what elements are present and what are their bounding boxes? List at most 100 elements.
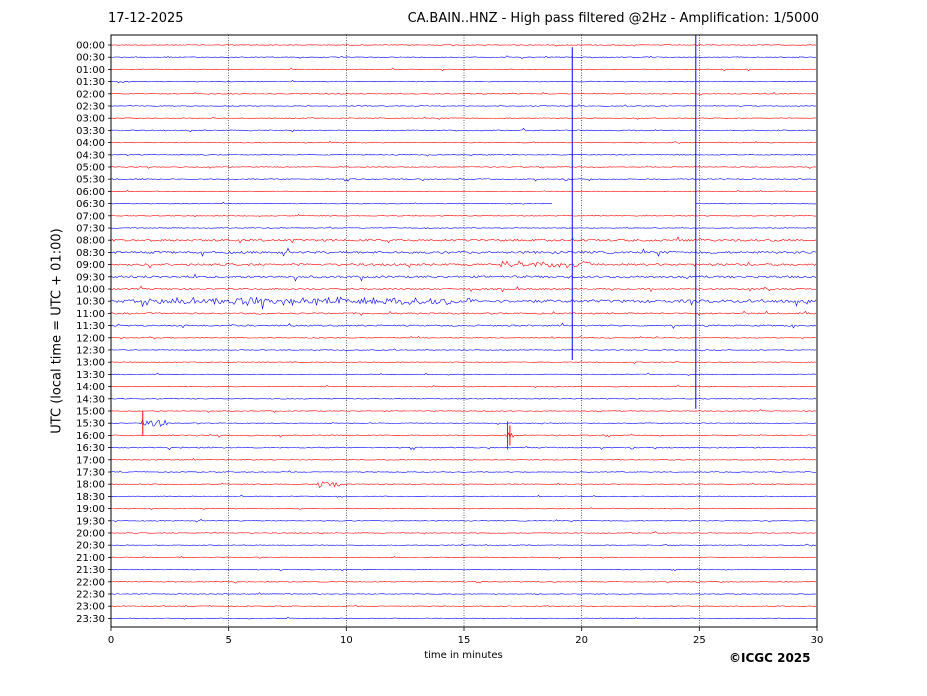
- y-tick-label: 11:30: [76, 321, 105, 332]
- y-tick-label: 13:30: [76, 370, 105, 381]
- trace-row-1130: [110, 322, 817, 329]
- x-axis-label-wrap: time in minutes: [0, 650, 927, 661]
- trace-row-2000: [110, 531, 817, 535]
- y-tick-label: 13:00: [76, 358, 105, 369]
- trace-row-1730: [110, 470, 817, 473]
- trace-row-0330: [110, 127, 817, 133]
- y-tick-label: 07:00: [76, 211, 105, 222]
- trace-row-1230: [110, 348, 817, 352]
- trace-row-0530: [110, 177, 817, 182]
- y-tick-label: 23:30: [76, 614, 105, 625]
- y-tick-label: 22:00: [76, 577, 105, 588]
- y-tick-label: 15:30: [76, 419, 105, 430]
- chart-title: CA.BAIN..HNZ - High pass filtered @2Hz -…: [407, 11, 819, 26]
- trace-row-1430: [110, 397, 817, 400]
- trace-row-0630: [110, 202, 817, 205]
- y-tick-label: 10:30: [76, 297, 105, 308]
- y-tick-label: 21:00: [76, 553, 105, 564]
- y-tick-label: 07:30: [76, 224, 105, 235]
- trace-row-2030: [111, 543, 817, 547]
- trace-row-0130: [110, 79, 817, 84]
- trace-row-0830: [110, 247, 817, 257]
- trace-row-0500: [110, 165, 817, 169]
- y-tick-label: 12:30: [76, 346, 105, 357]
- y-tick-label: 18:30: [76, 492, 105, 503]
- trace-row-0200: [110, 92, 817, 96]
- y-tick-label: 04:00: [76, 138, 105, 149]
- trace-row-1700: [110, 458, 817, 461]
- y-tick-label: 18:00: [76, 480, 105, 491]
- trace-row-0900: [110, 260, 817, 269]
- y-tick-label: 02:00: [76, 89, 105, 100]
- x-tick-label: 0: [108, 635, 114, 646]
- trace-row-1800: [110, 481, 817, 488]
- trace-row-1030: [110, 296, 817, 310]
- vertical-spikes: [571, 35, 697, 409]
- trace-row-2100: [110, 555, 817, 560]
- y-tick-label: 16:00: [76, 431, 105, 442]
- y-tick-label: 01:30: [76, 77, 105, 88]
- trace-row-0030: [110, 55, 817, 59]
- x-tick-label: 15: [458, 635, 471, 646]
- traces: [110, 43, 817, 620]
- trace-row-2200: [110, 580, 817, 584]
- y-tick-label: 06:30: [76, 199, 105, 210]
- trace-row-0930: [110, 273, 817, 282]
- y-tick-label: 09:00: [76, 260, 105, 271]
- copyright-text: ©ICGC 2025: [729, 651, 811, 665]
- trace-row-0300: [110, 116, 817, 120]
- trace-row-2300: [110, 604, 817, 608]
- trace-row-1330: [110, 372, 817, 376]
- y-tick-label: 12:00: [76, 333, 105, 344]
- trace-row-1830: [110, 494, 817, 498]
- y-tick-label: 11:00: [76, 309, 105, 320]
- y-tick-label: 08:30: [76, 248, 105, 259]
- trace-row-1400: [110, 384, 817, 389]
- y-tick-label: 08:00: [76, 236, 105, 247]
- trace-row-2230: [110, 592, 817, 595]
- y-tick-label: 02:30: [76, 102, 105, 113]
- y-tick-label: 00:00: [76, 41, 105, 52]
- y-tick-label: 15:00: [76, 407, 105, 418]
- y-tick-label: 17:00: [76, 455, 105, 466]
- grid-lines: [228, 35, 700, 627]
- x-tick-label: 10: [340, 635, 353, 646]
- y-tick-label: 17:30: [76, 468, 105, 479]
- x-tick-label: 20: [575, 635, 588, 646]
- y-tick-label: 19:30: [76, 516, 105, 527]
- y-tick-label: 22:30: [76, 590, 105, 601]
- x-tick-label: 30: [811, 635, 824, 646]
- trace-row-2330: [110, 616, 817, 620]
- y-tick-label: 05:30: [76, 175, 105, 186]
- y-tick-label: 06:00: [76, 187, 105, 198]
- y-tick-label: 00:30: [76, 53, 105, 64]
- trace-row-0100: [110, 67, 817, 72]
- trace-row-1300: [110, 360, 817, 364]
- y-tick-label: 01:00: [76, 65, 105, 76]
- y-tick-label: 20:30: [76, 541, 105, 552]
- trace-row-0400: [110, 140, 817, 144]
- trace-row-1200: [110, 336, 817, 340]
- trace-row-0230: [110, 104, 817, 107]
- trace-row-0600: [110, 189, 817, 193]
- y-tick-label: 09:30: [76, 272, 105, 283]
- x-axis-label: time in minutes: [424, 650, 503, 661]
- y-tick-label: 21:30: [76, 565, 105, 576]
- y-tick-label: 20:00: [76, 529, 105, 540]
- x-tick-label: 25: [693, 635, 706, 646]
- trace-row-1630: [110, 446, 817, 451]
- trace-row-2130: [110, 568, 817, 572]
- y-tick-label: 05:00: [76, 163, 105, 174]
- trace-row-0700: [110, 214, 817, 218]
- y-tick-label: 14:30: [76, 394, 105, 405]
- x-tick-labels: 0 5 10 15 20 25 30: [108, 627, 824, 646]
- trace-row-1500: [110, 409, 817, 413]
- trace-row-1930: [110, 519, 817, 523]
- trace-row-1600: [110, 432, 817, 439]
- trace-row-1900: [111, 507, 817, 510]
- y-tick-label: 23:00: [76, 602, 105, 613]
- trace-row-0730: [110, 226, 817, 230]
- trace-row-0000: [110, 43, 817, 47]
